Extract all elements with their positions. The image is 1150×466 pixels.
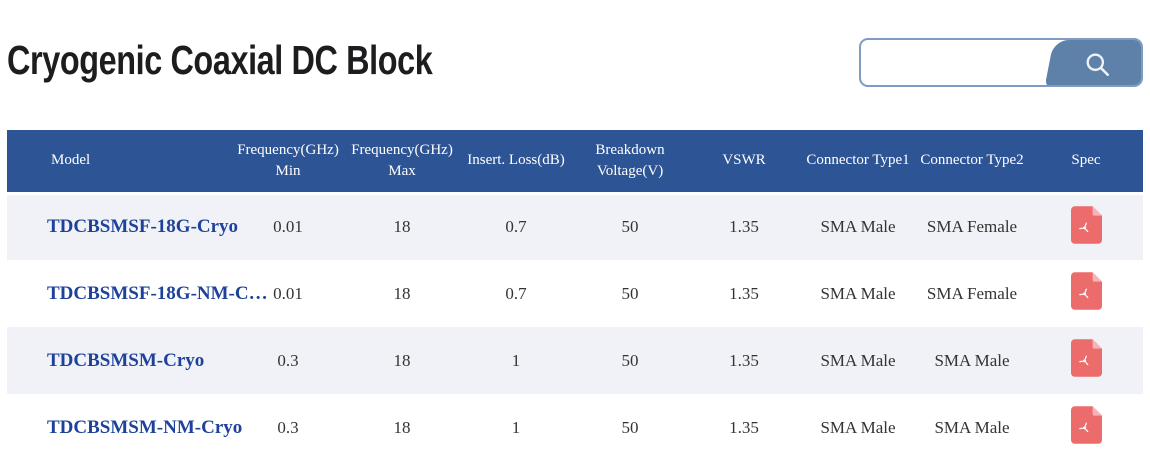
cell-freq-max: 18	[393, 283, 411, 303]
cell-breakdown-voltage: 50	[621, 417, 639, 437]
search-icon	[1086, 53, 1110, 77]
spec-pdf-link[interactable]	[1070, 406, 1102, 444]
header-connector-type1: Connector Type1	[801, 130, 915, 195]
header-vswr: VSWR	[687, 130, 801, 195]
cell-freq-min: 0.01	[273, 217, 303, 237]
cell-connector1: SMA Male	[820, 350, 896, 370]
spec-pdf-link[interactable]	[1070, 339, 1102, 377]
cell-vswr: 1.35	[729, 283, 759, 303]
cell-connector2: SMA Male	[934, 417, 1010, 437]
header-model: Model	[7, 130, 231, 195]
header-frequency-min: Frequency(GHz) Min	[231, 130, 345, 195]
pdf-file-icon[interactable]	[1070, 272, 1102, 310]
model-link[interactable]: TDCBSMSF-18G-Cryo	[47, 216, 239, 238]
cell-breakdown-voltage: 50	[621, 350, 639, 370]
cell-connector1: SMA Male	[820, 217, 896, 237]
cell-vswr: 1.35	[729, 350, 759, 370]
cell-insert-loss: 0.7	[505, 283, 527, 303]
cell-freq-min: 0.3	[277, 417, 299, 437]
cell-freq-max: 18	[393, 350, 411, 370]
cell-breakdown-voltage: 50	[621, 283, 639, 303]
cell-connector2: SMA Female	[926, 217, 1018, 237]
header-insert-loss: Insert. Loss(dB)	[459, 130, 573, 195]
search-button[interactable]	[1044, 40, 1141, 85]
table-header: Model Frequency(GHz) Min Frequency(GHz) …	[7, 130, 1143, 195]
products-table: Model Frequency(GHz) Min Frequency(GHz) …	[7, 130, 1143, 461]
header-breakdown-voltage: Breakdown Voltage(V)	[573, 130, 687, 195]
cell-connector2: SMA Male	[934, 350, 1010, 370]
search-box	[859, 38, 1143, 87]
model-link[interactable]: TDCBSMSM-Cryo	[47, 349, 205, 371]
spec-pdf-link[interactable]	[1070, 205, 1102, 244]
cell-vswr: 1.35	[729, 417, 759, 437]
cell-connector1: SMA Male	[820, 283, 896, 303]
cell-freq-max: 18	[393, 217, 411, 237]
cell-insert-loss: 0.7	[505, 217, 527, 237]
header-frequency-max: Frequency(GHz) Max	[345, 130, 459, 195]
cell-breakdown-voltage: 50	[621, 217, 639, 237]
pdf-file-icon[interactable]	[1070, 406, 1102, 444]
cell-insert-loss: 1	[511, 417, 521, 437]
search-input[interactable]	[861, 40, 1039, 85]
cell-insert-loss: 1	[511, 350, 521, 370]
pdf-file-icon[interactable]	[1070, 339, 1102, 377]
header-connector-type2: Connector Type2	[915, 130, 1029, 195]
cell-connector2: SMA Female	[926, 283, 1018, 303]
cell-freq-min: 0.3	[277, 350, 299, 370]
table-row: TDCBSMSM-NM-Cryo 0.3 18 1 50 1.35 SMA Ma…	[7, 394, 1143, 461]
model-link[interactable]: TDCBSMSF-18G-NM-C…	[47, 282, 268, 304]
table-row: TDCBSMSF-18G-Cryo 0.01 18 0.7 50 1.35 SM…	[7, 193, 1143, 260]
cell-connector1: SMA Male	[820, 417, 896, 437]
spec-pdf-link[interactable]	[1070, 272, 1102, 310]
cell-freq-min: 0.01	[273, 283, 303, 303]
header-spec: Spec	[1029, 130, 1143, 195]
table-row: TDCBSMSF-18G-NM-C… 0.01 18 0.7 50 1.35 S…	[7, 260, 1143, 327]
table-row: TDCBSMSM-Cryo 0.3 18 1 50 1.35 SMA Male …	[7, 327, 1143, 394]
page-title: Cryogenic Coaxial DC Block	[7, 37, 433, 83]
cell-freq-max: 18	[393, 417, 411, 437]
cell-vswr: 1.35	[729, 217, 759, 237]
pdf-file-icon[interactable]	[1070, 205, 1102, 244]
model-link[interactable]: TDCBSMSM-NM-Cryo	[47, 416, 243, 438]
